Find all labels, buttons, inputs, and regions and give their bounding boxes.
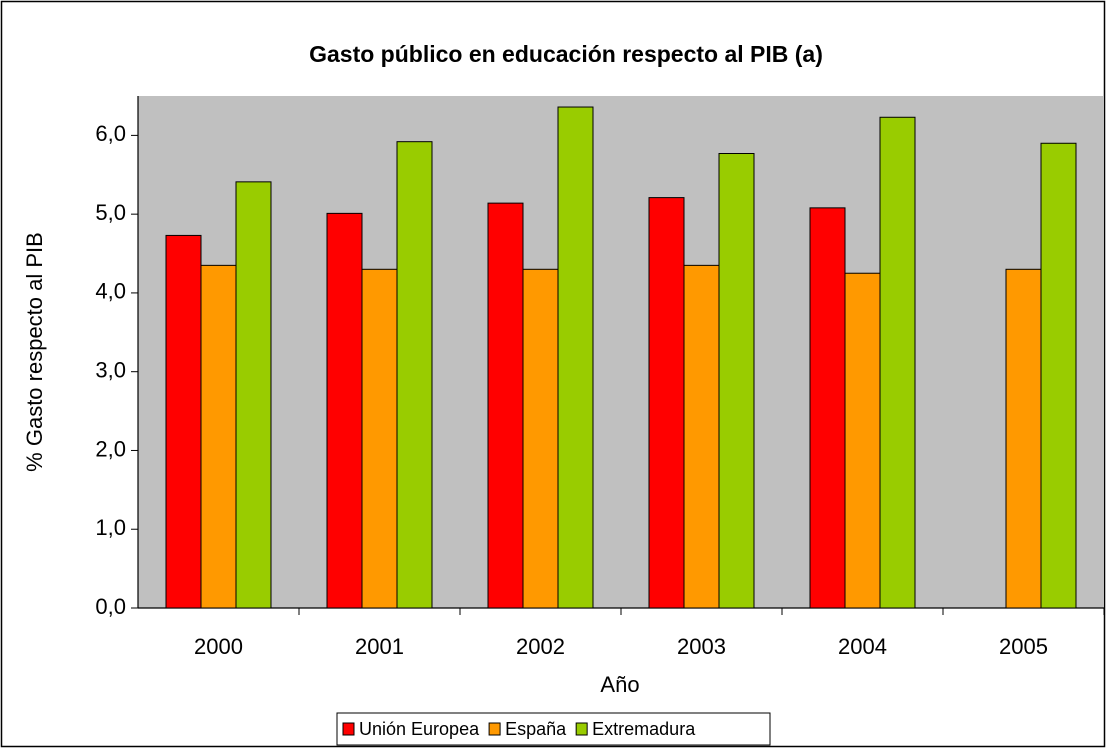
y-axis-label: % Gasto respecto al PIB (22, 232, 47, 472)
x-tick-label: 2005 (999, 634, 1048, 659)
y-tick-label: 1,0 (95, 515, 126, 540)
bar (809, 207, 846, 609)
bar (1005, 268, 1042, 609)
bar (235, 181, 272, 609)
bar (396, 141, 433, 609)
x-tick-label: 2004 (838, 634, 887, 659)
y-tick-label: 4,0 (95, 279, 126, 304)
y-tick-label: 6,0 (95, 121, 126, 146)
bar (718, 153, 755, 609)
x-tick-label: 2003 (677, 634, 726, 659)
legend-swatch (488, 722, 501, 736)
legend-label: España (505, 719, 567, 739)
y-tick-label: 0,0 (95, 594, 126, 619)
bar (1040, 142, 1077, 609)
bar (844, 272, 881, 609)
bar (200, 264, 237, 609)
x-axis-label: Año (600, 672, 639, 697)
bar (648, 197, 685, 609)
bar (487, 202, 524, 609)
legend-swatch (342, 722, 355, 736)
bar (361, 268, 398, 609)
chart-title: Gasto público en educación respecto al P… (309, 41, 823, 67)
y-tick-label: 5,0 (95, 200, 126, 225)
x-tick-label: 2002 (516, 634, 565, 659)
legend-label: Extremadura (592, 719, 696, 739)
bar (522, 268, 559, 609)
legend-swatch (575, 722, 588, 736)
y-tick-label: 3,0 (95, 358, 126, 383)
x-tick-label: 2000 (194, 634, 243, 659)
x-tick-label: 2001 (355, 634, 404, 659)
bar (879, 116, 916, 609)
legend-box (336, 712, 771, 746)
bar (326, 212, 363, 609)
bar (165, 234, 202, 609)
plot-area (138, 96, 1104, 608)
bar (683, 264, 720, 609)
legend-label: Unión Europea (359, 719, 480, 739)
bar (557, 106, 594, 609)
y-tick-label: 2,0 (95, 436, 126, 461)
